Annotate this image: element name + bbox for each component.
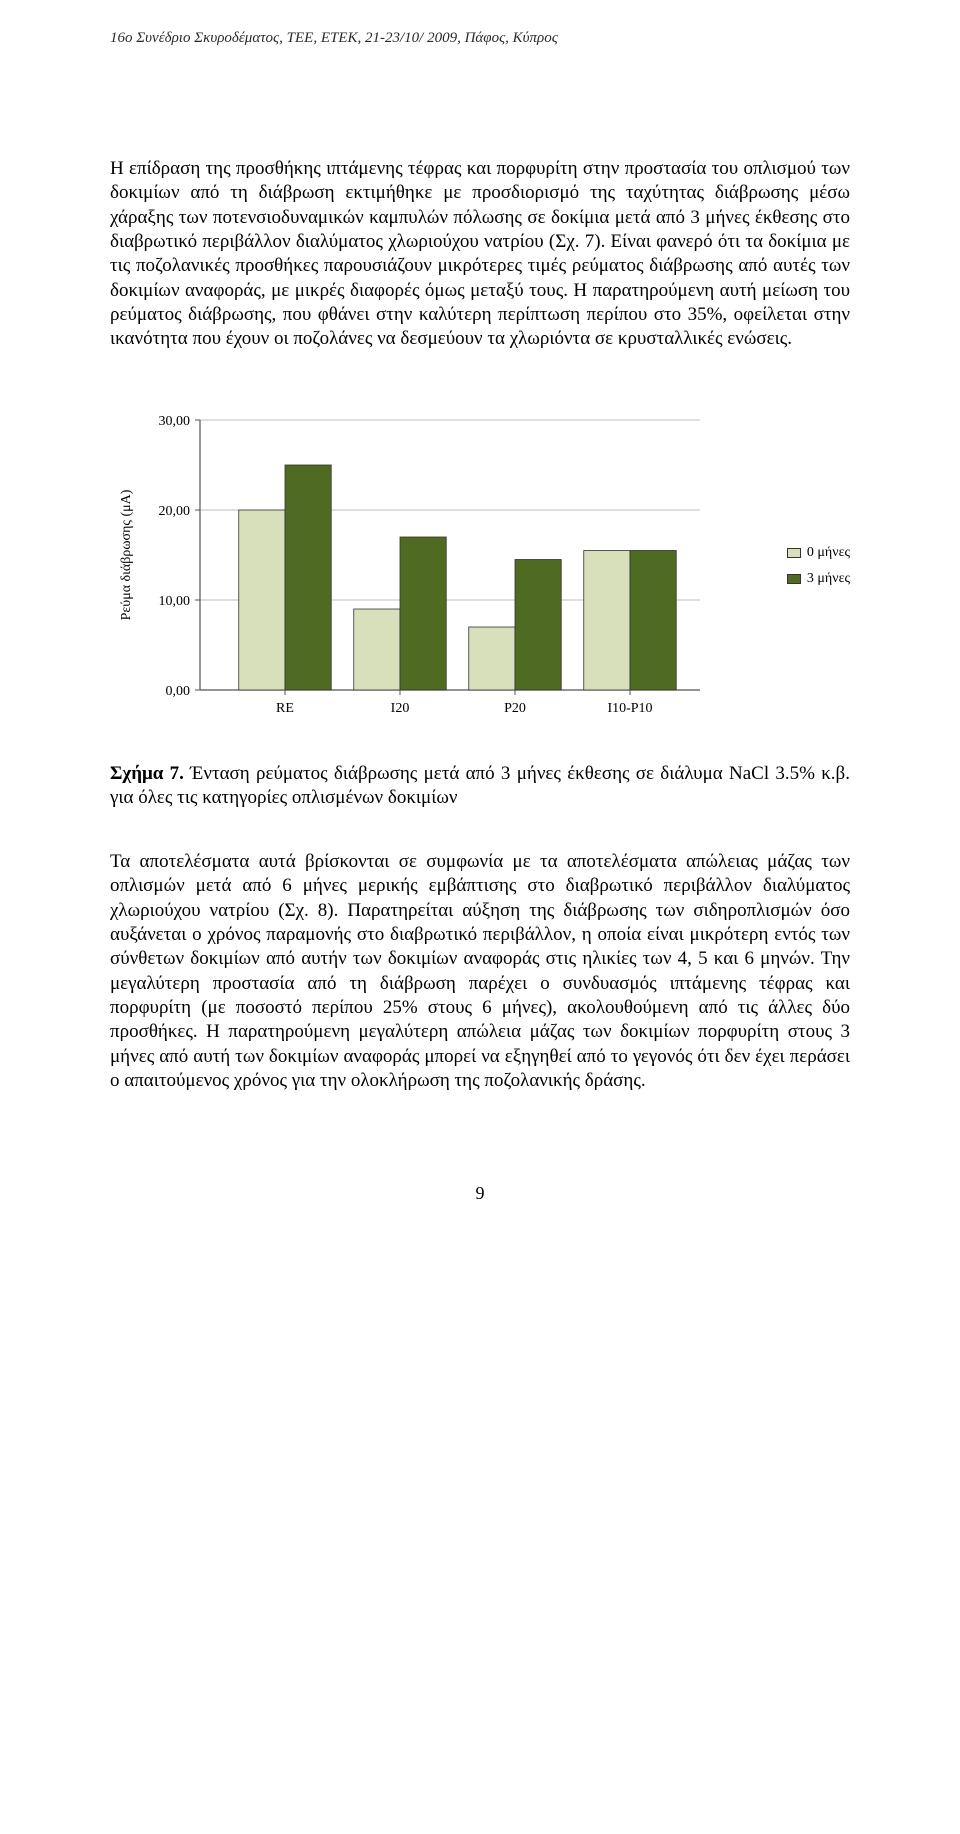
svg-text:20,00: 20,00: [159, 504, 191, 519]
svg-text:RE: RE: [276, 701, 294, 716]
legend-item-1: 3 μήνες: [787, 568, 850, 590]
paragraph-1: Η επίδραση της προσθήκης ιπτάμενης τέφρα…: [110, 157, 850, 352]
svg-text:I20: I20: [391, 701, 410, 716]
legend-swatch-1: [787, 574, 801, 584]
corrosion-current-chart: 0,00 10,00 20,00 30,00 RE I20 P20 I10-P10 Ρεύμα …: [110, 402, 830, 742]
figure-label: Σχήμα 7.: [110, 763, 184, 784]
page-number: 9: [110, 1183, 850, 1204]
figure-caption: Σχήμα 7. Ένταση ρεύματος διάβρωσης μετά …: [110, 762, 850, 811]
chart-legend: 0 μήνες 3 μήνες: [787, 542, 850, 595]
paragraph-2: Τα αποτελέσματα αυτά βρίσκονται σε συμφω…: [110, 850, 850, 1093]
svg-text:I10-P10: I10-P10: [607, 701, 652, 716]
svg-text:30,00: 30,00: [159, 414, 191, 429]
svg-text:Ρεύμα διάβρωσης (μA): Ρεύμα διάβρωσης (μA): [119, 489, 134, 620]
legend-swatch-0: [787, 548, 801, 558]
svg-text:P20: P20: [504, 701, 526, 716]
legend-item-0: 0 μήνες: [787, 542, 850, 564]
legend-label-1: 3 μήνες: [807, 568, 850, 590]
svg-text:10,00: 10,00: [159, 594, 191, 609]
figure-caption-text: Ένταση ρεύματος διάβρωσης μετά από 3 μήν…: [110, 763, 850, 808]
legend-label-0: 0 μήνες: [807, 542, 850, 564]
svg-text:0,00: 0,00: [166, 684, 191, 699]
chart-svg: 0,00 10,00 20,00 30,00 RE I20 P20 I10-P10 Ρεύμα …: [110, 402, 730, 742]
conference-header: 16ο Συνέδριο Σκυροδέματος, ΤΕΕ, ΕΤΕΚ, 21…: [110, 30, 850, 47]
